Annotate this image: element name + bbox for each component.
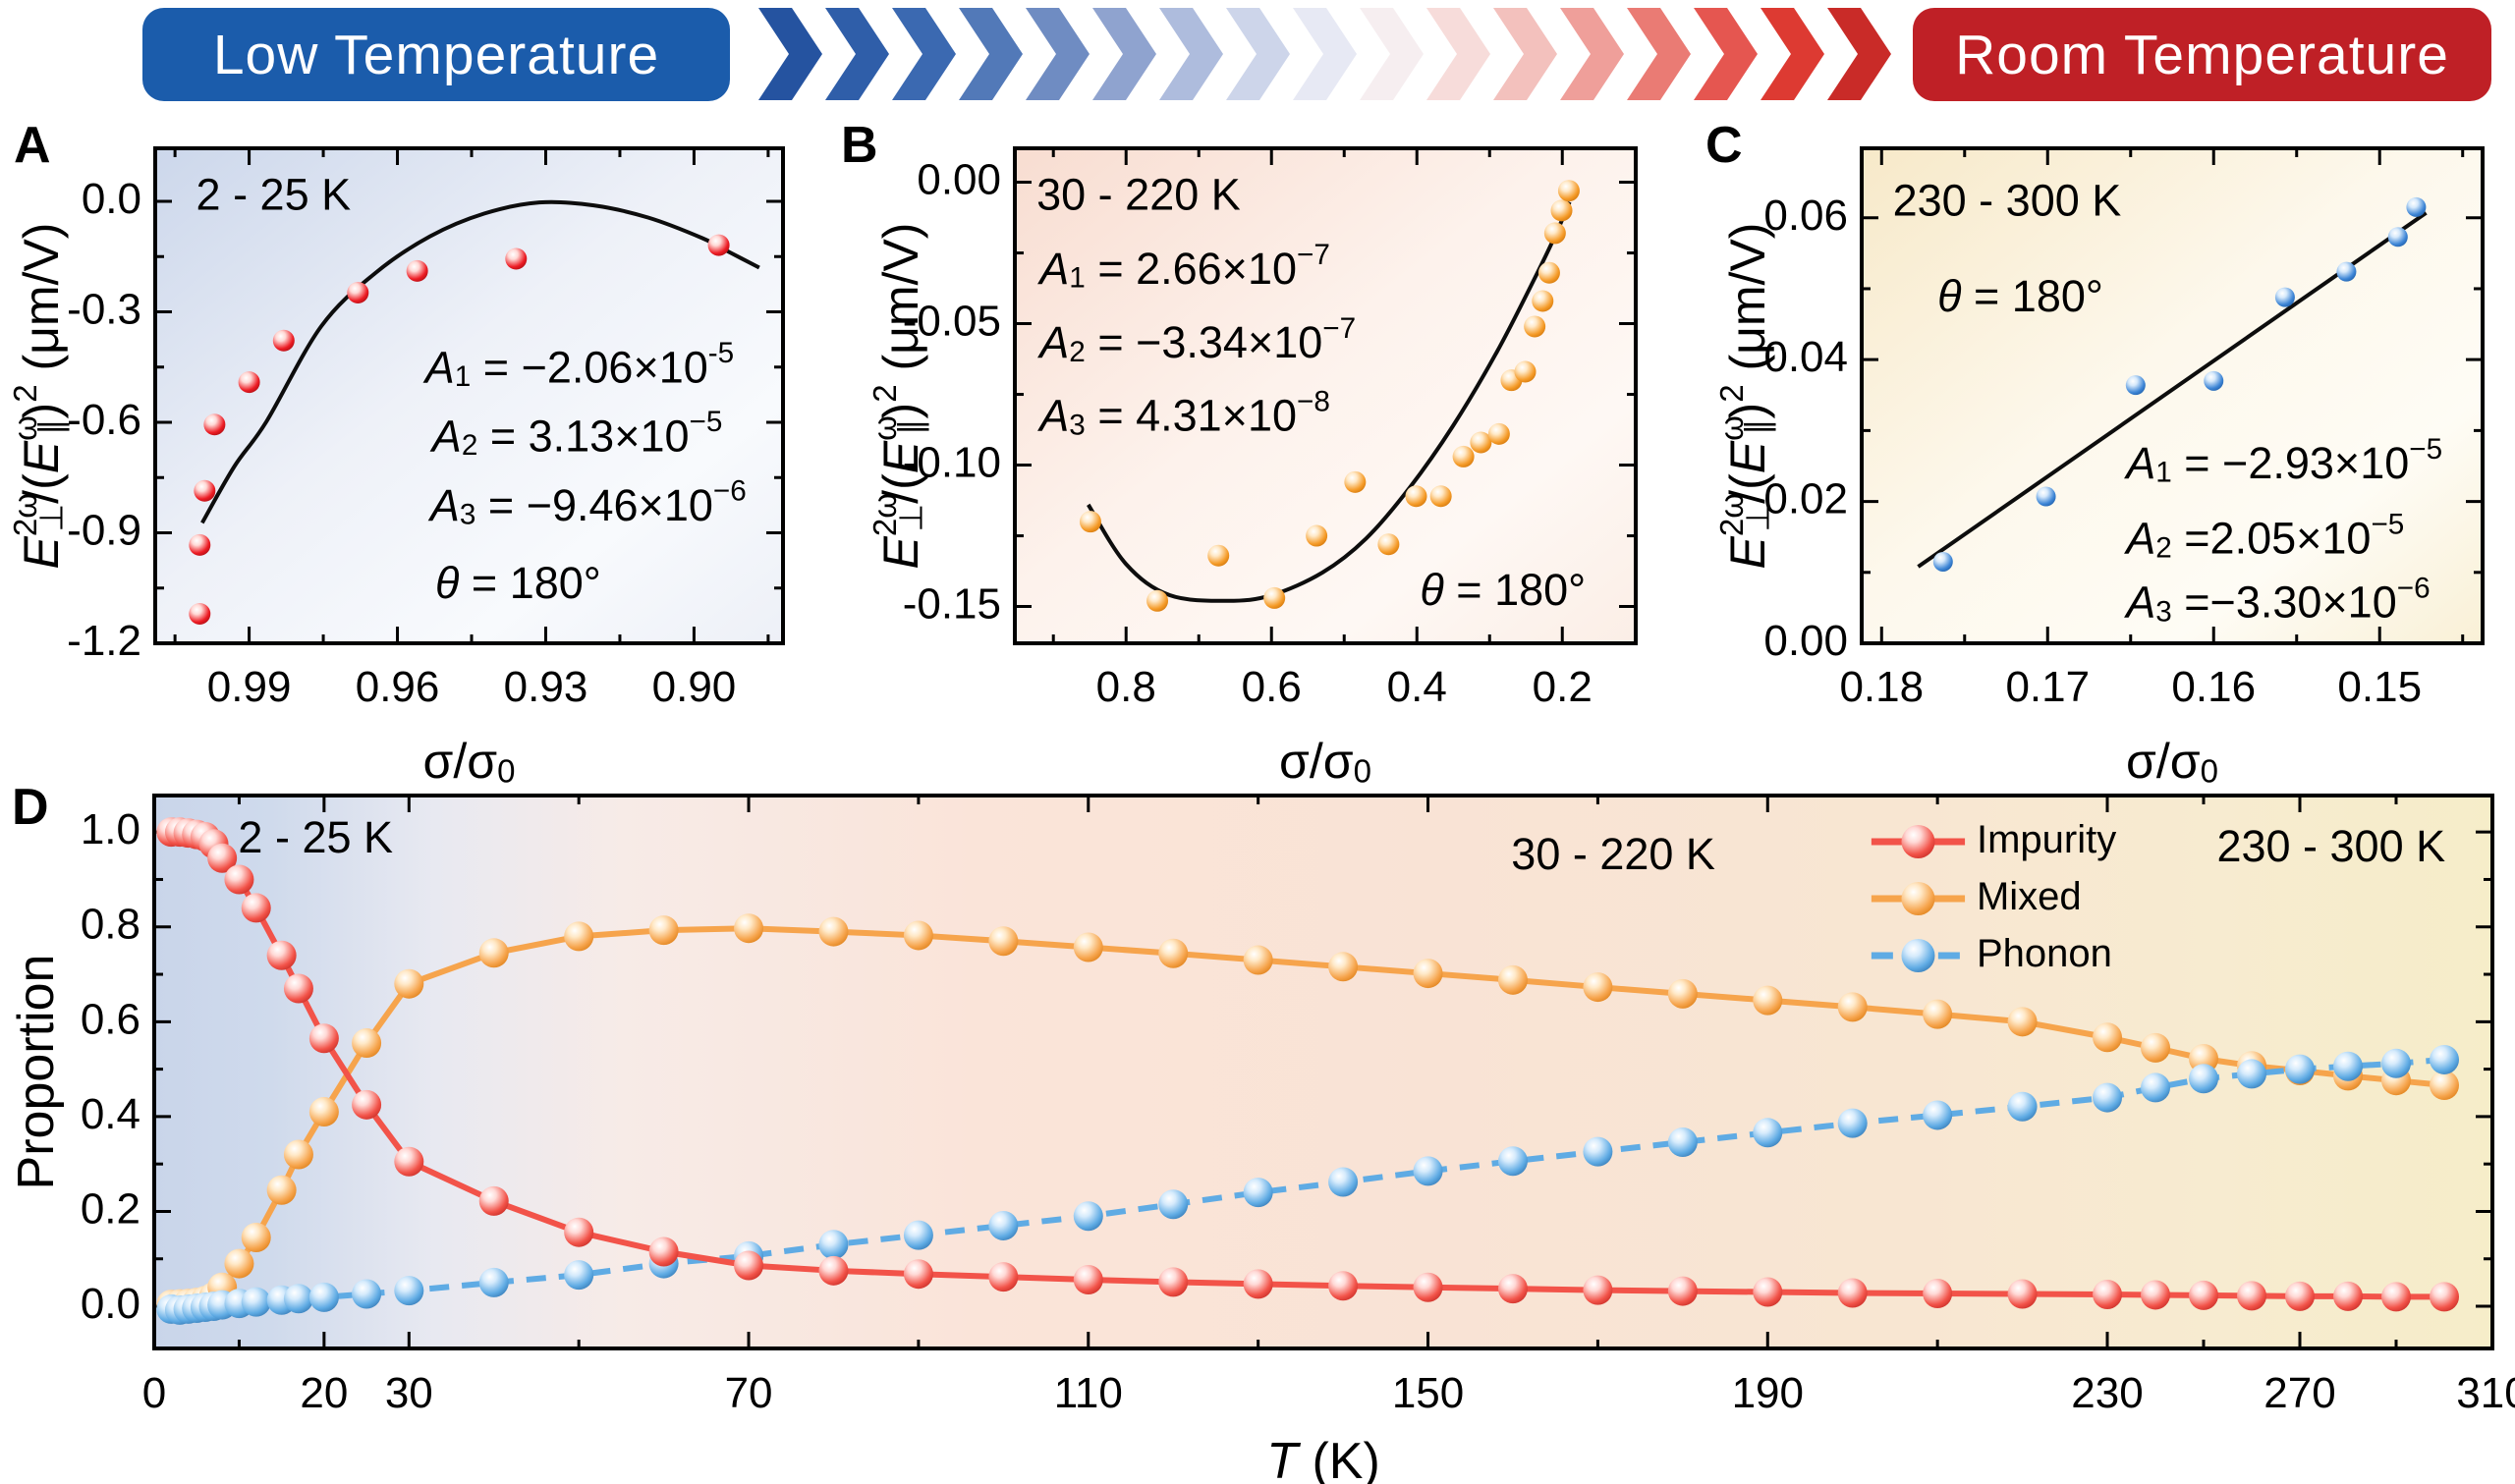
y-axis-title-c: E2ω⊥/(Eω∥)2 (μm/V): [1713, 223, 1777, 570]
x-tick-label: 310: [2456, 1369, 2515, 1417]
x-tick-label: 0.6: [1242, 663, 1302, 711]
y-tick-label: 0.0: [82, 175, 141, 223]
y-tick-label: -0.6: [67, 396, 141, 444]
annotation-a-0: 2 - 25 K: [196, 169, 352, 219]
x-tick-label: 0.17: [2005, 663, 2090, 711]
y-tick-label: 0.00: [1763, 617, 1848, 665]
x-tick-label: 190: [1732, 1369, 1804, 1417]
y-tick-label: 0.8: [81, 900, 140, 948]
y-tick-label: 0.04: [1763, 333, 1848, 381]
x-tick-label: 70: [725, 1369, 773, 1417]
x-tick-label: 0.99: [207, 663, 292, 711]
y-tick-label: 0.02: [1763, 474, 1848, 522]
annotation-b-1: A1 = 2.66×10−7: [1036, 239, 1330, 295]
x-tick-label: 270: [2264, 1369, 2335, 1417]
y-tick-label: 0.4: [81, 1090, 140, 1138]
y-axis-title-b: E2ω⊥/(Eω∥)2 (μm/V): [866, 223, 930, 570]
low-temperature-banner: Low Temperature: [142, 8, 730, 101]
y-tick-label: -0.15: [903, 579, 1001, 628]
y-tick-label: -0.10: [903, 438, 1001, 486]
y-tick-label: 0.6: [81, 995, 140, 1043]
y-axis-title-d: Proportion: [8, 955, 65, 1190]
y-tick-label: 0.2: [81, 1184, 140, 1233]
x-tick-label: 0.96: [356, 663, 440, 711]
x-tick-label: 0.93: [504, 663, 588, 711]
x-tick-label: 0.2: [1533, 663, 1593, 711]
annotation-b-4: θ = 180°: [1420, 565, 1586, 615]
panel-d: 0 20 30 70 110 150 190 230 270 310 1.0 0.8 0.6 0.4 0.2…: [8, 794, 2515, 1484]
y-tick-label: 0.06: [1763, 191, 1848, 239]
x-tick-label: 0.18: [1839, 663, 1924, 711]
y-tick-label: -1.2: [67, 617, 141, 665]
panel-d-letter: D: [12, 779, 49, 836]
x-tick-label: 0.15: [2337, 663, 2422, 711]
x-tick-label: 0.16: [2171, 663, 2256, 711]
panel-b: 0.8 0.6 0.4 0.2 0.00 -0.05 -0.10 -0.15 σ/σ0 E2ω⊥/…: [866, 146, 1638, 789]
series-phonon: [156, 1044, 2460, 1325]
annotation-a-2: A2 = 3.13×10−5: [429, 406, 723, 462]
panel-c: 0.18 0.17 0.16 0.15 0.06 0.04 0.02 0.00 σ/σ0 E2ω⊥…: [1713, 146, 2485, 789]
annotation-c-3: A2 =2.05×10−5: [2123, 508, 2404, 564]
x-tick-label: 230: [2071, 1369, 2143, 1417]
room-temperature-label: Room Temperature: [1955, 23, 2449, 86]
room-temperature-banner: Room Temperature: [1913, 8, 2491, 101]
data-points-c: [1932, 196, 2427, 572]
x-axis-title-c: σ/σ0: [2126, 734, 2218, 789]
legend: Impurity Mixed Phonon: [1871, 818, 2116, 975]
low-temperature-label: Low Temperature: [212, 23, 660, 86]
x-tick-label: 0.4: [1387, 663, 1447, 711]
annotation-a-4: θ = 180°: [435, 558, 601, 608]
x-axis-title-d: T (K): [1266, 1433, 1380, 1484]
panel-a: 0.99 0.96 0.93 0.90 0.0 -0.3 -0.6 -0.9 -1.2 σ/σ0 E…: [7, 146, 785, 789]
annotation-b-2: A2 = −3.34×10−7: [1036, 312, 1356, 368]
y-tick-label: 1.0: [81, 805, 140, 853]
x-axis-title-b: σ/σ0: [1279, 734, 1371, 789]
fit-curve-b: [1087, 200, 1572, 603]
panel-b-letter: B: [841, 117, 878, 174]
panel-a-letter: A: [14, 117, 51, 174]
annotation-b-3: A3 = 4.31×10−8: [1036, 385, 1330, 441]
region-label-0: 2 - 25 K: [238, 812, 393, 862]
legend-label-impurity: Impurity: [1977, 818, 2116, 861]
y-tick-label: -0.9: [67, 506, 141, 554]
data-points-a: [189, 234, 730, 625]
series-impurity: [156, 817, 2460, 1312]
legend-label-mixed: Mixed: [1977, 875, 2082, 918]
x-tick-label: 110: [1054, 1369, 1123, 1417]
temperature-gradient-chevrons: [758, 8, 1891, 100]
x-axis-title-a: σ/σ0: [423, 734, 516, 789]
fit-curve-a: [200, 199, 760, 524]
region-label-1: 30 - 220 K: [1511, 829, 1715, 879]
annotation-c-2: A1 = −2.93×10−5: [2123, 433, 2442, 489]
annotation-a-1: A1 = −2.06×10-5: [422, 337, 734, 393]
annotation-a-3: A3 = −9.46×10−6: [427, 475, 747, 531]
region-label-2: 230 - 300 K: [2216, 821, 2445, 871]
y-tick-label: 0.00: [917, 155, 1001, 203]
y-tick-label: -0.3: [67, 285, 141, 333]
annotation-c-4: A3 =−3.30×10−6: [2123, 572, 2430, 628]
legend-label-phonon: Phonon: [1977, 932, 2112, 975]
annotation-b-0: 30 - 220 K: [1036, 169, 1241, 219]
x-tick-label: 20: [300, 1369, 348, 1417]
y-axis-title-a: E2ω⊥/(Eω∥)2 (μm/V): [7, 223, 71, 570]
x-tick-label: 0.90: [652, 663, 737, 711]
annotation-c-0: 230 - 300 K: [1893, 175, 2122, 225]
x-tick-label: 0.8: [1096, 663, 1156, 711]
y-tick-label: 0.0: [81, 1280, 140, 1328]
panel-c-letter: C: [1705, 117, 1743, 174]
data-points-b: [1079, 180, 1580, 612]
x-tick-label: 30: [385, 1369, 433, 1417]
y-tick-label: -0.05: [903, 297, 1001, 345]
x-tick-label: 0: [142, 1369, 166, 1417]
annotation-c-1: θ = 180°: [1937, 271, 2103, 321]
x-tick-label: 150: [1392, 1369, 1464, 1417]
